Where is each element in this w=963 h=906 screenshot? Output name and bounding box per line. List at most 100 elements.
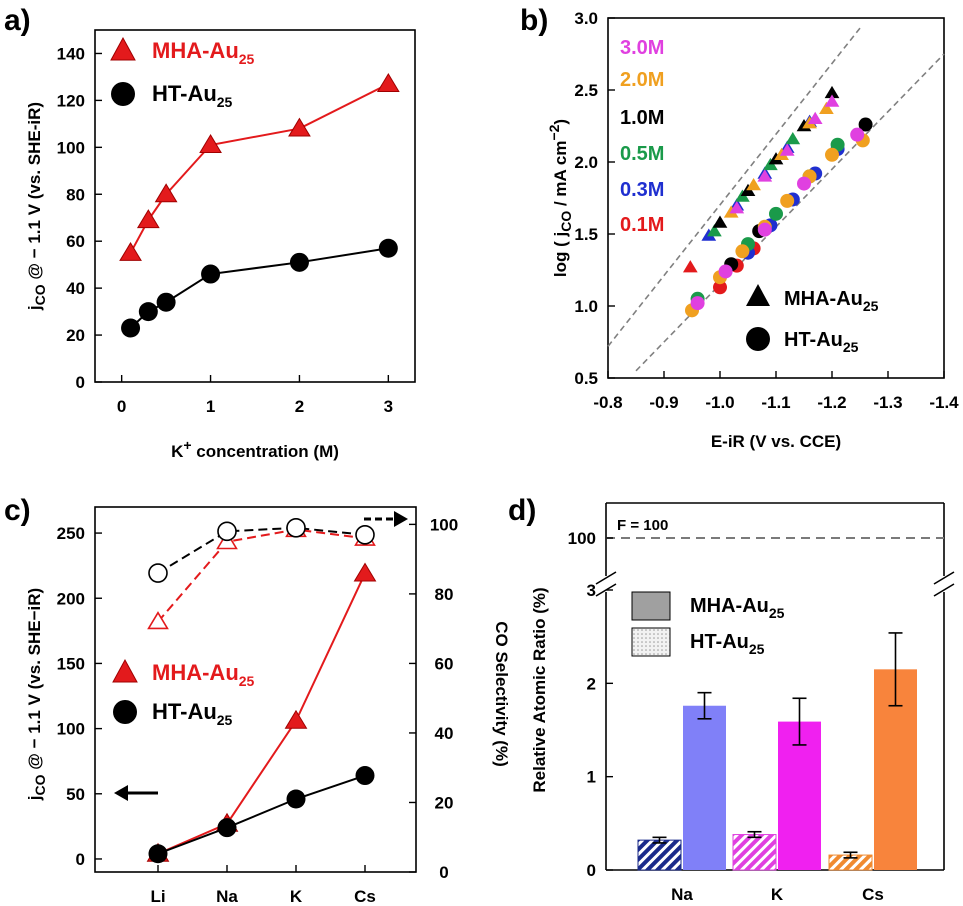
data-point-circle: [201, 264, 221, 284]
bar: [637, 839, 682, 871]
data-point-circle: [850, 127, 865, 142]
panel-b-y-axis-label: log ( jCO / mA cm−2): [546, 119, 574, 277]
y-tick-label: 150: [57, 654, 85, 673]
data-point-open-circle: [217, 521, 237, 542]
x-category-label: K: [771, 885, 784, 904]
panel-d-legend-swatch-mha: [631, 591, 671, 621]
panel-c-series: [146, 518, 377, 864]
data-point-circle: [138, 302, 158, 322]
data-point-triangle: [757, 169, 773, 182]
panel-d-legend-mha: MHA-Au25: [690, 595, 785, 621]
panel-b-legend-triangle: [746, 284, 770, 306]
data-point-triangle: [807, 111, 823, 125]
data-point-triangle: [353, 562, 377, 582]
y-tick-label: 2.0: [574, 153, 598, 172]
x-category-label: Na: [671, 885, 693, 904]
data-point-triangle: [154, 183, 178, 203]
x-category-label: Li: [150, 887, 165, 906]
data-point-triangle: [746, 178, 761, 191]
panel-c-legend-mha: MHA-Au25: [152, 660, 255, 689]
data-point-triangle: [819, 101, 834, 114]
conc-label-0-5m: 0.5M: [620, 143, 664, 165]
data-point-triangle: [712, 215, 728, 228]
y-tick-label: 100: [57, 720, 85, 739]
y-tick-label: 40: [66, 279, 85, 298]
x-tick-label: 0: [117, 397, 126, 416]
panel-d-letter: d): [508, 494, 536, 527]
panel-b: b) 0.5 1.0 1.5 2.0 2.5 3.0 -0.8 -0.9 -1.0 -1.1 -1…: [520, 4, 959, 451]
data-point-circle: [121, 318, 141, 338]
data-point-circle: [858, 117, 873, 132]
data-point-open-triangle: [147, 611, 169, 630]
panel-c-legend-triangle: [112, 658, 138, 683]
panel-b-y-ticks: 0.5 1.0 1.5 2.0 2.5 3.0: [574, 9, 615, 388]
series-line: [157, 573, 366, 855]
panel-c-frame: [94, 506, 417, 873]
y-tick-label: 60: [66, 232, 85, 251]
panel-b-legend-mha: MHA-Au25: [784, 288, 879, 314]
panel-b-legend-ht: HT-Au25: [784, 329, 859, 355]
y2-tick-label: 40: [435, 724, 454, 743]
panel-c-letter: c): [4, 494, 31, 527]
left-axis-arrow-icon: [114, 785, 158, 801]
bar: [778, 721, 821, 870]
data-point-circle: [718, 264, 733, 279]
panel-b-concentration-labels: 3.0M 2.0M 1.0M 0.5M 0.3M 0.1M: [620, 37, 664, 236]
selectivity-line: [157, 528, 366, 623]
panel-a-frame: [94, 29, 416, 383]
panel-a-y-axis-label: jCO @ − 1.1 V (vs. SHE-iR): [25, 102, 48, 311]
bar: [732, 834, 777, 871]
panel-a-x-axis-label: K+ concentration (M): [171, 437, 339, 461]
x-category-label: Cs: [862, 885, 884, 904]
panel-c-y-ticks: 0 50 100 150 200 250: [57, 524, 102, 869]
panel-a-series: [119, 73, 400, 338]
data-point-circle: [217, 818, 237, 838]
data-point-circle: [156, 292, 176, 312]
data-point-circle: [289, 252, 309, 272]
y-tick-label: 0: [76, 850, 85, 869]
y-tick-label: 3: [587, 581, 596, 600]
data-point-triangle: [288, 117, 311, 137]
y2-tick-label: 80: [435, 585, 454, 604]
panel-c-y-axis-label: jCO @ − 1.1 V (vs. SHE−iR): [25, 588, 48, 801]
panel-d-legend-ht: HT-Au25: [690, 631, 765, 657]
data-point-circle: [825, 147, 839, 162]
panel-d-y-ticks: 0 1 2 3 100: [568, 529, 613, 880]
y-tick-label: 120: [57, 91, 85, 110]
data-point-circle: [148, 844, 168, 864]
data-point-triangle: [284, 709, 308, 729]
data-point-circle: [735, 244, 750, 259]
panel-d-legend-swatch-ht: [631, 627, 671, 657]
y-tick-label: 200: [57, 589, 85, 608]
data-point-circle: [690, 296, 705, 311]
panel-b-legend-circle: [746, 327, 770, 351]
x-category-label: Na: [216, 887, 238, 906]
panel-c-y2-ticks: 0 20 40 60 80 100: [409, 515, 458, 882]
panel-b-x-axis-label: E-iR (V vs. CCE): [711, 432, 841, 451]
data-point-triangle: [729, 201, 745, 214]
conc-label-3-0m: 3.0M: [620, 37, 664, 59]
data-point-circle: [769, 206, 783, 221]
data-point-triangle: [376, 73, 400, 92]
f-100-label: F = 100: [617, 517, 668, 534]
guide-line: [607, 27, 861, 347]
data-point-circle: [378, 238, 398, 258]
panel-c-legend-ht: HT-Au25: [152, 699, 233, 728]
data-point-triangle: [682, 260, 698, 273]
conc-label-0-3m: 0.3M: [620, 179, 664, 201]
panel-c-legend-circle: [113, 700, 137, 724]
x-tick-label: 3: [384, 397, 393, 416]
y2-tick-label: 100: [430, 515, 458, 534]
x-tick-label: -1.4: [929, 393, 959, 412]
series-line: [129, 83, 389, 254]
panel-a-letter: a): [4, 4, 31, 37]
y-tick-label: 3.0: [574, 9, 598, 28]
data-point-triangle: [785, 131, 801, 145]
data-point-circle: [797, 176, 811, 191]
panel-b-series: [682, 85, 873, 318]
data-point-circle: [757, 222, 772, 237]
y2-tick-label: 20: [435, 793, 454, 812]
y-tick-label: 100: [57, 138, 85, 157]
